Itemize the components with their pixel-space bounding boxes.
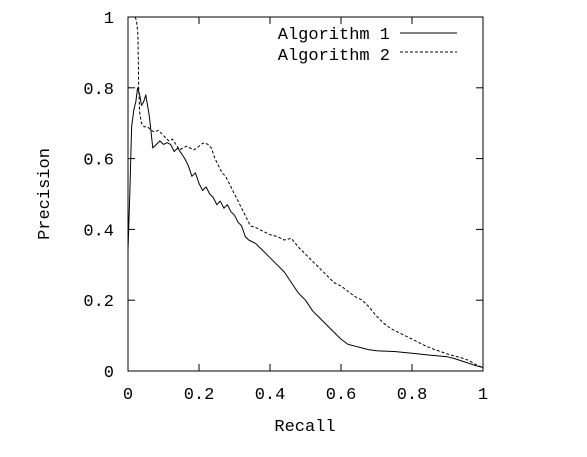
series-line-algorithm-1: [127, 87, 484, 368]
y-tick-label: 0.8: [83, 81, 114, 100]
legend-label-algorithm-2: Algorithm 2: [278, 47, 390, 66]
x-axis-label: Recall: [274, 418, 335, 437]
x-tick-label: 0.8: [397, 386, 428, 405]
x-tick-labels: 0 0.2 0.4 0.6 0.8 1: [123, 386, 488, 405]
x-tick-label: 0.4: [255, 386, 286, 405]
legend: Algorithm 1 Algorithm 2: [278, 26, 457, 66]
y-tick-label: 0: [104, 364, 114, 383]
plot-frame: [127, 16, 484, 372]
axis-ticks: [127, 16, 484, 372]
x-tick-label: 1: [478, 386, 488, 405]
series-lines: [127, 16, 484, 368]
x-tick-label: 0.2: [184, 386, 215, 405]
y-axis-label: Precision: [36, 148, 55, 240]
series-line-algorithm-2: [134, 16, 484, 368]
x-tick-label: 0: [123, 386, 133, 405]
y-tick-label: 0.6: [83, 152, 114, 171]
y-tick-label: 0.4: [83, 222, 114, 241]
y-tick-label: 1: [104, 10, 114, 29]
y-tick-label: 0.2: [83, 293, 114, 312]
x-tick-label: 0.6: [326, 386, 357, 405]
y-tick-labels: 0 0.2 0.4 0.6 0.8 1: [83, 10, 114, 383]
legend-label-algorithm-1: Algorithm 1: [278, 26, 390, 45]
